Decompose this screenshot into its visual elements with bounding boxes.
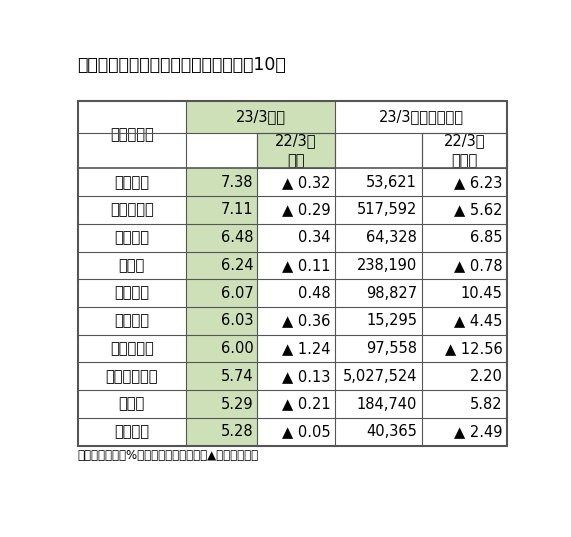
- Text: ▲ 0.78: ▲ 0.78: [453, 258, 502, 273]
- Text: 0.48: 0.48: [297, 286, 330, 301]
- Text: 鳥　　取: 鳥 取: [114, 230, 150, 245]
- Bar: [421, 133, 507, 169]
- Text: ▲ 0.13: ▲ 0.13: [282, 369, 330, 384]
- Text: ソニー: ソニー: [119, 396, 145, 411]
- Bar: [186, 251, 258, 279]
- Bar: [186, 335, 258, 362]
- Text: 福　　島: 福 島: [114, 424, 150, 439]
- Bar: [186, 307, 258, 335]
- Text: ▲ 0.11: ▲ 0.11: [282, 258, 330, 273]
- Text: 517,592: 517,592: [357, 202, 417, 217]
- Text: 6.48: 6.48: [221, 230, 254, 245]
- Text: 15,295: 15,295: [366, 314, 417, 328]
- Text: 5.74: 5.74: [221, 369, 254, 384]
- Text: 三井住友信託: 三井住友信託: [106, 369, 158, 384]
- Text: ▲ 4.45: ▲ 4.45: [454, 314, 502, 328]
- Text: 98,827: 98,827: [366, 286, 417, 301]
- Text: 7.38: 7.38: [221, 175, 254, 190]
- Bar: [186, 362, 258, 390]
- Text: ▲ 5.62: ▲ 5.62: [454, 202, 502, 217]
- Bar: [186, 100, 335, 133]
- Bar: [258, 133, 335, 169]
- Text: 6.07: 6.07: [221, 286, 254, 301]
- Text: ▲ 0.21: ▲ 0.21: [282, 396, 330, 411]
- Text: ▲ 6.23: ▲ 6.23: [454, 175, 502, 190]
- Text: ▲ 1.24: ▲ 1.24: [282, 341, 330, 356]
- Text: 大　　東: 大 東: [114, 175, 150, 190]
- Text: ▲ 0.29: ▲ 0.29: [282, 202, 330, 217]
- Text: ▲ 0.32: ▲ 0.32: [282, 175, 330, 190]
- Text: 5.29: 5.29: [221, 396, 254, 411]
- Bar: [186, 169, 258, 196]
- Text: 関西みらい: 関西みらい: [110, 202, 154, 217]
- Text: 10.45: 10.45: [460, 286, 502, 301]
- Text: 22/3比
差引: 22/3比 差引: [275, 133, 317, 168]
- Text: 53,621: 53,621: [366, 175, 417, 190]
- Text: ▲ 0.05: ▲ 0.05: [282, 424, 330, 439]
- Text: 5.28: 5.28: [221, 424, 254, 439]
- Text: （注）　単位：%、ポイント、百万円、▲は減少、低下: （注） 単位：%、ポイント、百万円、▲は減少、低下: [78, 449, 259, 462]
- Text: 長　　崎: 長 崎: [114, 314, 150, 328]
- Bar: [258, 133, 335, 169]
- Bar: [186, 418, 258, 446]
- Text: 0.34: 0.34: [297, 230, 330, 245]
- Text: 6.00: 6.00: [221, 341, 254, 356]
- Bar: [186, 279, 258, 307]
- Bar: [186, 196, 258, 224]
- Text: 238,190: 238,190: [357, 258, 417, 273]
- Text: 22/3比
増減率: 22/3比 増減率: [444, 133, 485, 168]
- Text: 23/3比率: 23/3比率: [235, 110, 286, 124]
- Text: 6.03: 6.03: [221, 314, 254, 328]
- Text: 6.85: 6.85: [470, 230, 502, 245]
- Text: 熊　　本: 熊 本: [114, 286, 150, 301]
- Bar: [186, 224, 258, 251]
- Text: 5,027,524: 5,027,524: [343, 369, 417, 384]
- Text: 東京スター: 東京スター: [110, 341, 154, 356]
- Text: みなと: みなと: [119, 258, 145, 273]
- Text: 2.20: 2.20: [469, 369, 502, 384]
- Text: 銀　行　名: 銀 行 名: [110, 127, 154, 142]
- Text: 23/3投資信託残高: 23/3投資信託残高: [379, 110, 464, 124]
- Text: 97,558: 97,558: [366, 341, 417, 356]
- Text: 預金残高に対する投信残高比率　上位10行: 預金残高に対する投信残高比率 上位10行: [78, 56, 286, 74]
- Text: 6.24: 6.24: [221, 258, 254, 273]
- Text: ▲ 2.49: ▲ 2.49: [454, 424, 502, 439]
- Text: 5.82: 5.82: [470, 396, 502, 411]
- Text: 7.11: 7.11: [221, 202, 254, 217]
- Text: ▲ 12.56: ▲ 12.56: [445, 341, 502, 356]
- Text: 184,740: 184,740: [357, 396, 417, 411]
- Bar: [186, 390, 258, 418]
- Bar: [78, 100, 507, 446]
- Text: ▲ 0.36: ▲ 0.36: [282, 314, 330, 328]
- Text: 40,365: 40,365: [366, 424, 417, 439]
- Text: 64,328: 64,328: [366, 230, 417, 245]
